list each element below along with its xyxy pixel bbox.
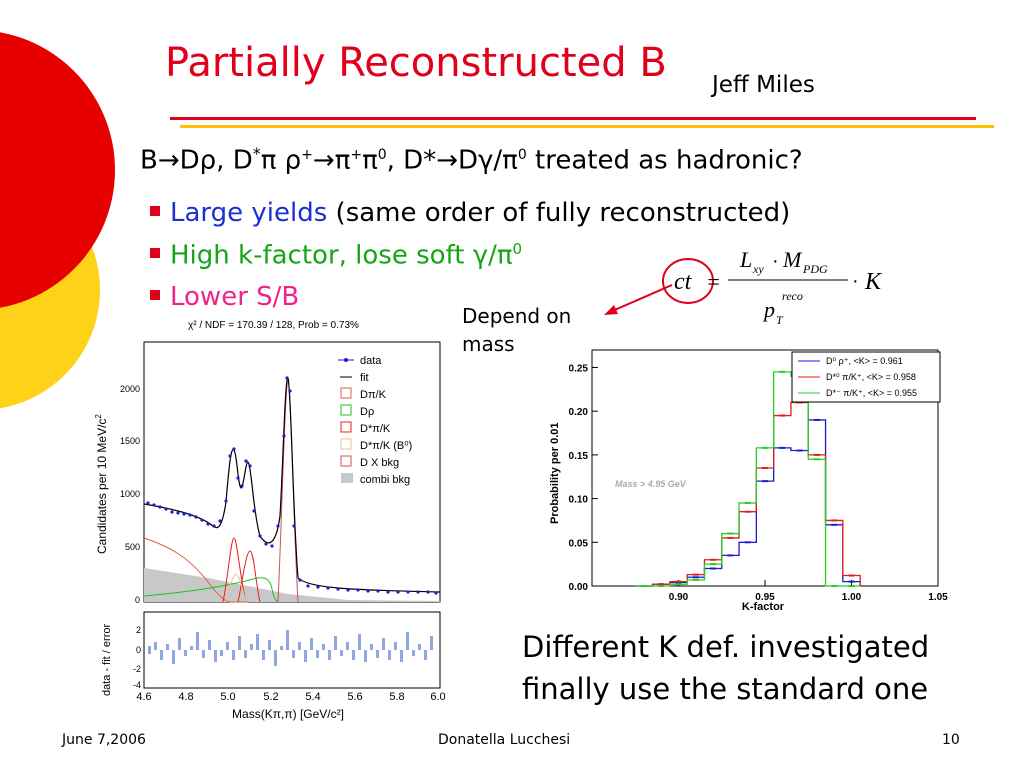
ytick-2000: 2000 [120, 384, 140, 394]
conclusion-note: Different K def. investigated finally us… [522, 630, 930, 706]
legend-dstar0: D*⁰ π/K⁺, <K> = 0.958 [826, 372, 916, 382]
svg-text:0: 0 [136, 645, 141, 655]
legend-d0rho: D⁰ ρ⁺, <K> = 0.961 [826, 356, 903, 366]
svg-text:2: 2 [136, 625, 141, 635]
formula-dot: · [772, 250, 779, 272]
residual-ylabel: data - fit / error [101, 624, 113, 696]
slide-subtitle: Jeff Miles [712, 72, 815, 98]
left-xlabel: Mass(Kπ,π) [GeV/c²] [232, 707, 344, 721]
formula-eq: = [706, 269, 721, 294]
ytick-label: 0.20 [569, 407, 589, 418]
formula-L-sub: xy [752, 262, 764, 276]
arrow-to-formula [604, 284, 673, 315]
fit-stats-label: χ² / NDF = 170.39 / 128, Prob = 0.73% [188, 320, 359, 331]
svg-text:4.8: 4.8 [178, 691, 193, 703]
bullet-lower-sb: Lower S/B [150, 282, 299, 312]
legend-drho: Dρ [360, 406, 374, 418]
ytick-1000: 1000 [120, 489, 140, 499]
svg-text:5.2: 5.2 [263, 691, 278, 703]
mass-fit-plot: χ² / NDF = 170.39 / 128, Prob = 0.73% 20… [94, 320, 446, 721]
legend-data: data [360, 355, 382, 367]
bullet-large-yields: Large yields (same order of fully recons… [150, 198, 790, 228]
formula-L: L [739, 247, 752, 272]
ytick-label: 0.25 [569, 363, 589, 374]
ct-formula: ct = L xy · M PDG reco p T · K [662, 247, 883, 327]
formula-dot2: · [852, 270, 859, 292]
svg-text:-4: -4 [133, 680, 141, 690]
svg-text:4.6: 4.6 [136, 691, 151, 703]
legend-combi-bkg: combi bkg [360, 474, 410, 486]
ytick-0: 0 [135, 595, 140, 605]
svg-text:5.0: 5.0 [220, 691, 235, 703]
svg-text:5.8: 5.8 [389, 691, 404, 703]
legend-fit: fit [360, 372, 369, 384]
svg-text:5.6: 5.6 [347, 691, 362, 703]
left-legend: data fit Dπ/K Dρ D*π/K D*π/K (B⁰) D X bk… [338, 355, 412, 486]
legend-dstarpik: D*π/K [360, 423, 391, 435]
formula-K: K [864, 269, 883, 295]
svg-text:6.0: 6.0 [430, 691, 445, 703]
svg-text:5.4: 5.4 [305, 691, 320, 703]
legend-dstarminus: D*⁻ π/K⁺, <K> = 0.955 [826, 388, 917, 398]
headline: B→Dρ, D*π ρ+→π+π0, D*→Dγ/π0 treated as h… [140, 144, 803, 176]
title-rule-red [170, 117, 976, 120]
xtick-label: 0.90 [669, 592, 689, 603]
left-ylabel: Candidates per 10 MeV/c2 [94, 414, 109, 554]
ytick-label: 0.10 [569, 495, 589, 506]
bullet-marker-icon [150, 289, 160, 300]
ytick-label: 0.05 [569, 538, 589, 549]
formula-M-sub: PDG [802, 262, 828, 276]
depend-on-mass-label: Depend on mass [462, 304, 572, 356]
footer-page-number: 10 [942, 732, 960, 748]
kfactor-plot: 0.00 0.05 0.10 0.15 0.20 0.25 0.90 0.95 1.00 1.05… [549, 349, 948, 613]
slide-title: Partially Reconstructed B [165, 40, 667, 86]
bullet-marker-icon [150, 248, 160, 259]
ytick-label: 0.15 [569, 451, 589, 462]
right-xlabel: K-factor [742, 601, 785, 613]
formula-lhs: ct [674, 269, 693, 295]
decorative-circles [0, 32, 115, 409]
xtick-label: 0.95 [755, 592, 775, 603]
formula-p-sub: T [776, 313, 784, 327]
formula-p-sup: reco [782, 289, 803, 303]
legend-dx-bkg: D X bkg [360, 457, 399, 469]
right-ylabel: Probability per 0.01 [549, 423, 561, 524]
ytick-label: 0.00 [569, 582, 589, 593]
footer-date: June 7,2006 [62, 732, 146, 748]
xtick-label: 1.05 [928, 592, 948, 603]
svg-text:-2: -2 [133, 664, 141, 674]
footer-author: Donatella Lucchesi [438, 732, 571, 748]
bullet-marker-icon [150, 205, 160, 216]
formula-p: p [762, 297, 775, 322]
title-rule-yellow [180, 125, 994, 128]
ytick-1500: 1500 [120, 436, 140, 446]
bullet-high-kfactor: High k-factor, lose soft γ/π0 [150, 240, 522, 271]
ytick-500: 500 [125, 542, 140, 552]
xtick-label: 1.00 [842, 592, 862, 603]
legend-dstarpik-b0: D*π/K (B⁰) [360, 440, 412, 452]
mass-cut-annotation: Mass > 4.95 GeV [615, 479, 687, 489]
legend-dpik: Dπ/K [360, 389, 387, 401]
formula-M: M [782, 247, 803, 272]
